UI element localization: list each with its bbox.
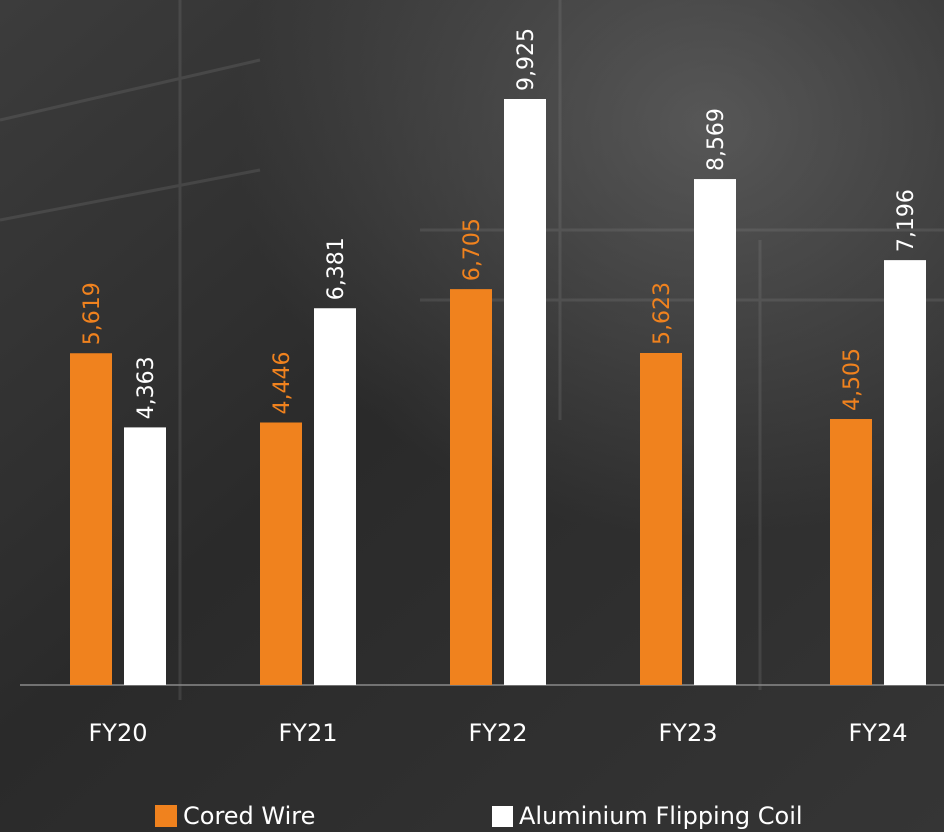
bar — [884, 260, 926, 685]
x-tick-label: FY22 — [468, 719, 527, 747]
value-label: 4,363 — [134, 356, 159, 419]
bar — [694, 179, 736, 685]
value-label: 5,619 — [80, 282, 105, 345]
bar — [830, 419, 872, 685]
value-label: 6,705 — [460, 218, 485, 281]
legend-label: Aluminium Flipping Coil — [519, 802, 803, 830]
x-tick-label: FY21 — [278, 719, 337, 747]
x-tick-label: FY24 — [848, 719, 907, 747]
value-label: 4,446 — [270, 352, 295, 415]
x-tick-label: FY20 — [88, 719, 147, 747]
value-label: 8,569 — [704, 108, 729, 171]
bar — [504, 99, 546, 685]
value-label: 4,505 — [840, 348, 865, 411]
bar — [450, 289, 492, 685]
bar — [640, 353, 682, 685]
legend-label: Cored Wire — [183, 802, 315, 830]
legend-swatch — [492, 806, 513, 827]
bar — [260, 422, 302, 685]
x-tick-label: FY23 — [658, 719, 717, 747]
bar — [314, 308, 356, 685]
bar — [124, 427, 166, 685]
value-label: 5,623 — [650, 282, 675, 345]
value-label: 6,381 — [324, 237, 349, 300]
bar — [70, 353, 112, 685]
value-label: 7,196 — [894, 189, 919, 252]
value-label: 9,925 — [514, 28, 539, 91]
legend-swatch — [155, 805, 177, 827]
